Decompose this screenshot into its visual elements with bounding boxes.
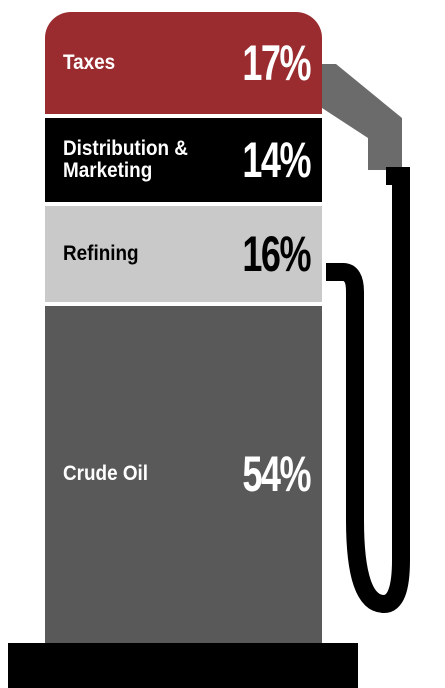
- value-label: 54%: [242, 445, 310, 503]
- hose: [326, 176, 401, 604]
- segment: Refining 16%: [45, 206, 322, 302]
- value-label: 17%: [242, 34, 310, 92]
- pump-body: Taxes 17% Distribution & Marketing 14% Refin…: [45, 12, 322, 643]
- segment-label: Refining: [63, 243, 198, 265]
- value-label: 14%: [242, 131, 310, 189]
- segment-label: Distribution & Marketing: [63, 138, 198, 182]
- pump-base: [8, 643, 358, 688]
- segment: Taxes 17%: [45, 12, 322, 114]
- segment-label: Crude Oil: [63, 463, 198, 485]
- segment: Distribution & Marketing 14%: [45, 118, 322, 201]
- segment: Crude Oil 54%: [45, 306, 322, 643]
- nozzle: [322, 64, 402, 170]
- page: Taxes 17% Distribution & Marketing 14% Refin…: [0, 0, 445, 688]
- value-label: 16%: [242, 225, 310, 283]
- segment-label: Taxes: [63, 52, 198, 74]
